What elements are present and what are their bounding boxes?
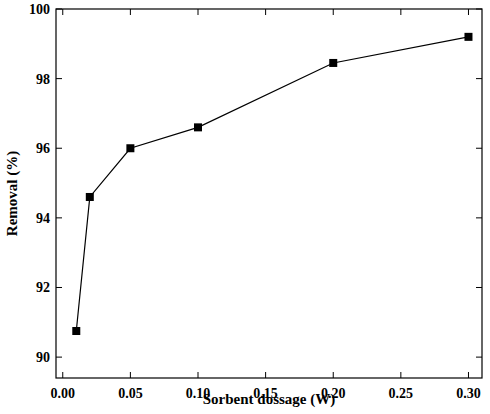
y-tick xyxy=(56,148,62,149)
data-marker xyxy=(86,193,94,201)
chart: 0.000.050.100.150.200.250.30909294969810… xyxy=(0,0,490,414)
data-marker xyxy=(72,327,80,335)
x-tick-top xyxy=(333,9,334,15)
y-tick-label: 98 xyxy=(36,72,50,87)
x-tick-top xyxy=(468,9,469,15)
y-tick-label: 94 xyxy=(36,211,50,226)
x-tick-top xyxy=(265,9,266,15)
x-tick-top xyxy=(130,9,131,15)
y-tick-right xyxy=(476,217,482,218)
x-tick xyxy=(62,372,63,378)
x-tick-label: 0.25 xyxy=(389,386,414,401)
y-tick-right xyxy=(476,78,482,79)
x-axis-label: Sorbent dossage (W) xyxy=(203,391,336,408)
data-marker xyxy=(464,33,472,41)
x-tick xyxy=(333,372,334,378)
x-tick-label: 0.05 xyxy=(118,386,143,401)
y-tick-right xyxy=(476,148,482,149)
y-tick xyxy=(56,78,62,79)
x-tick-top xyxy=(198,9,199,15)
x-tick xyxy=(130,372,131,378)
y-tick-label: 92 xyxy=(36,280,50,295)
y-tick xyxy=(56,217,62,218)
x-tick-top xyxy=(62,9,63,15)
chart-svg: 0.000.050.100.150.200.250.30909294969810… xyxy=(0,0,490,414)
y-tick-label: 96 xyxy=(36,141,50,156)
plot-area xyxy=(72,33,472,335)
y-tick xyxy=(56,357,62,358)
x-tick-label: 0.30 xyxy=(456,386,481,401)
x-tick-label: 0.00 xyxy=(51,386,76,401)
y-tick-right xyxy=(476,287,482,288)
y-tick-right xyxy=(476,357,482,358)
data-marker xyxy=(126,144,134,152)
x-tick xyxy=(198,372,199,378)
data-marker xyxy=(194,123,202,131)
plot-frame xyxy=(56,9,482,378)
x-tick xyxy=(400,372,401,378)
x-tick-top xyxy=(400,9,401,15)
y-tick-label: 100 xyxy=(29,2,50,17)
x-tick xyxy=(468,372,469,378)
data-marker xyxy=(329,59,337,67)
y-axis-label: Removal (%) xyxy=(4,151,21,236)
data-line xyxy=(76,37,468,331)
x-tick xyxy=(265,372,266,378)
y-tick-label: 90 xyxy=(36,350,50,365)
y-tick xyxy=(56,287,62,288)
